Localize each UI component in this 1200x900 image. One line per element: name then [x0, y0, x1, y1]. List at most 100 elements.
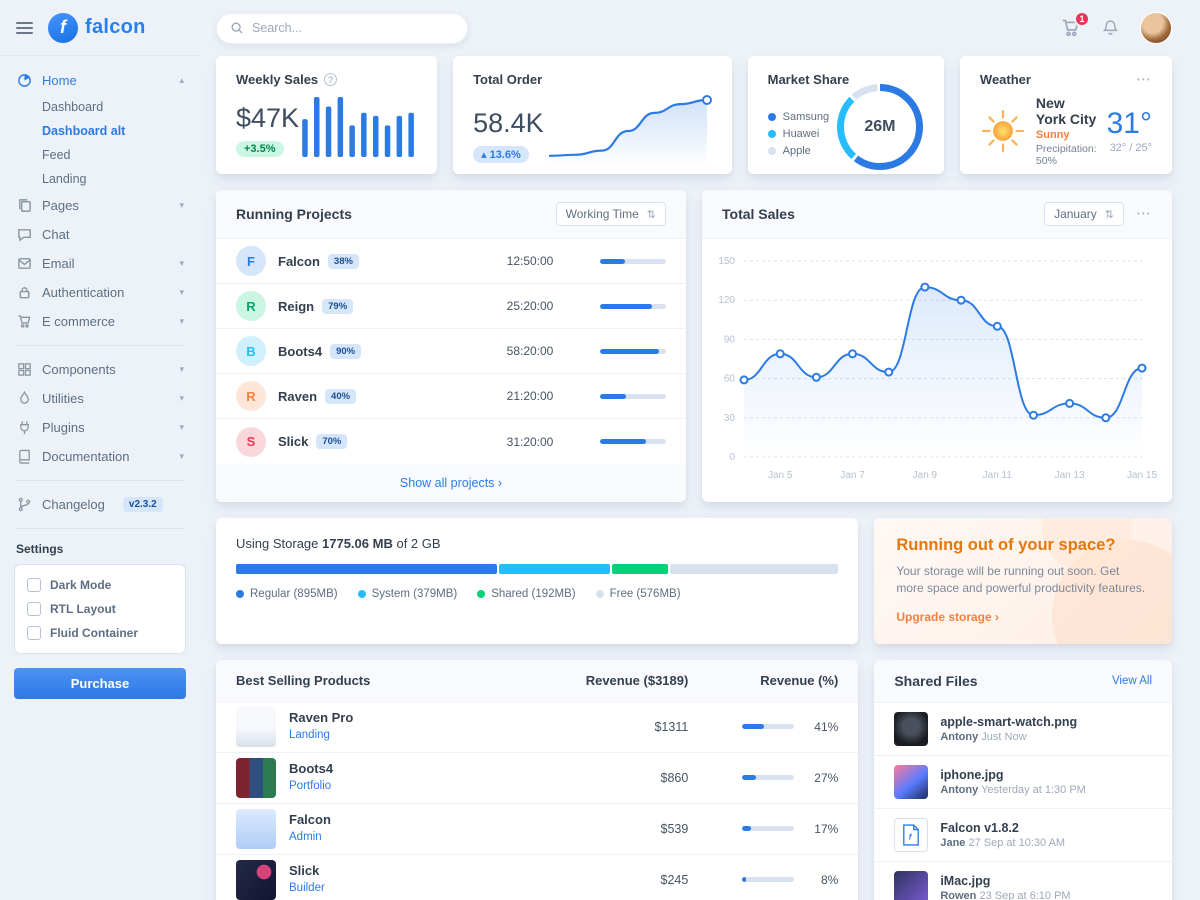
product-name: Slick — [289, 863, 320, 879]
brand-logo[interactable]: f falcon — [48, 12, 146, 43]
copy-icon — [16, 198, 32, 213]
upgrade-storage-link[interactable]: Upgrade storage › — [896, 609, 1000, 624]
file-name-link[interactable]: iphone.jpg — [940, 767, 1004, 782]
arrow-right-icon: › — [497, 476, 503, 490]
legend-item: Shared (192MB) — [477, 588, 576, 600]
sidebar-item-home[interactable]: Home ▴ — [0, 66, 200, 95]
card-title: Market Share — [767, 72, 850, 87]
project-badge: 38% — [327, 253, 359, 269]
file-thumbnail: f — [894, 817, 929, 852]
project-name[interactable]: Reign — [278, 298, 315, 314]
project-name[interactable]: Boots4 — [278, 343, 323, 359]
project-badge: 40% — [325, 388, 357, 404]
sidebar-item-components[interactable]: Components ▾ — [0, 355, 200, 384]
weather-condition: Sunny — [1035, 129, 1070, 141]
sidebar-item-chat[interactable]: Chat — [0, 220, 200, 249]
legend-dot — [767, 113, 776, 121]
file-name-link[interactable]: iMac.jpg — [940, 873, 991, 888]
sidebar-item-dashboard[interactable]: Dashboard — [42, 100, 104, 114]
progress-bar — [600, 258, 666, 264]
sidebar-item-documentation[interactable]: Documentation ▾ — [0, 442, 200, 471]
cart-button[interactable]: 1 — [1061, 11, 1090, 38]
revenue-progress-bar — [742, 826, 795, 832]
search-box[interactable] — [216, 12, 468, 44]
divider — [16, 528, 184, 529]
sidebar-item-feed[interactable]: Feed — [42, 148, 71, 162]
home-subnav: Dashboard Dashboard alt Feed Landing — [0, 95, 200, 191]
project-time: 12:50:00 — [506, 254, 554, 268]
toggle-label: Dark Mode — [50, 578, 112, 592]
weather-city: New York City — [1035, 95, 1097, 127]
cart-count-badge: 1 — [1074, 11, 1090, 27]
legend-item: System (379MB) — [357, 588, 457, 600]
space-body: Your storage will be running out soon. G… — [896, 564, 1146, 596]
menu-toggle-icon[interactable] — [14, 18, 35, 38]
market-share-total: 26M — [864, 118, 896, 135]
sidebar-item-pages[interactable]: Pages ▾ — [0, 191, 200, 220]
revenue-progress-bar — [742, 877, 795, 883]
month-select[interactable]: January ⇅ — [1044, 202, 1124, 226]
legend-item: Huawei — [767, 128, 829, 140]
sidebar-item-email[interactable]: Email ▾ — [0, 249, 200, 278]
chevron-down-icon: ▾ — [179, 422, 184, 432]
sidebar-item-plugins[interactable]: Plugins ▾ — [0, 413, 200, 442]
svg-text:Jan 7: Jan 7 — [840, 470, 865, 481]
sidebar-item-ecommerce[interactable]: E commerce ▾ — [0, 307, 200, 336]
file-name-link[interactable]: apple-smart-watch.png — [940, 714, 1078, 729]
lock-icon — [16, 285, 32, 300]
card-total-order: Total Order 58.4K ▴ 13.6% — [453, 56, 732, 174]
card-market-share: Market Share Samsung Huawei Apple 26M — [747, 56, 944, 174]
sidebar-item-utilities[interactable]: Utilities ▾ — [0, 384, 200, 413]
product-name: Boots4 — [289, 761, 334, 777]
chevron-down-icon: ▾ — [179, 316, 184, 326]
checkbox[interactable] — [27, 602, 41, 616]
checkbox[interactable] — [27, 626, 41, 640]
file-name-link[interactable]: Falcon v1.8.2 — [940, 820, 1019, 835]
project-name[interactable]: Raven — [278, 388, 318, 404]
product-category-link[interactable]: Builder — [289, 882, 325, 895]
sidebar-header: f falcon — [0, 0, 200, 56]
file-thumbnail — [894, 870, 929, 900]
purchase-button[interactable]: Purchase — [14, 668, 186, 699]
user-avatar[interactable] — [1140, 12, 1172, 44]
weather-precipitation: Precipitation: 50% — [1035, 143, 1097, 167]
card-menu-icon[interactable]: ⋯ — [1136, 205, 1152, 223]
nav-label: Documentation — [42, 449, 130, 464]
notifications-button[interactable] — [1101, 19, 1120, 38]
sidebar-item-authentication[interactable]: Authentication ▾ — [0, 278, 200, 307]
product-category-link[interactable]: Portfolio — [289, 780, 332, 793]
view-all-link[interactable]: View All — [1111, 674, 1152, 687]
project-time: 21:20:00 — [506, 389, 554, 403]
card-menu-icon[interactable]: ⋯ — [1136, 70, 1152, 88]
column-revenue: Revenue ($3189) — [585, 672, 689, 688]
toggle-dark-mode[interactable]: Dark Mode — [27, 573, 173, 597]
product-category-link[interactable]: Landing — [289, 729, 330, 742]
list-item: apple-smart-watch.png Antony Just Now — [874, 703, 1172, 756]
info-icon[interactable]: ? — [324, 73, 338, 86]
column-revenue-pct: Revenue (%) — [760, 672, 839, 688]
project-name[interactable]: Falcon — [278, 253, 320, 269]
weather-temp: 31° — [1106, 106, 1152, 140]
project-name[interactable]: Slick — [278, 434, 309, 449]
nav-label: Authentication — [42, 285, 125, 300]
svg-text:f: f — [909, 832, 913, 841]
middle-row: Running Projects Working Time ⇅ F Falcon… — [216, 190, 1172, 502]
nav-label: Home — [42, 73, 77, 88]
table-row: Falcon Admin $539 17% — [216, 804, 859, 855]
arrow-right-icon: › — [995, 609, 1000, 624]
total-sales-chart: 0 30 60 90 120 150 Jan 5 Jan 7 Jan 9 Jan 11 Jan 13… — [708, 249, 1158, 487]
product-thumbnail — [236, 757, 276, 798]
product-category-link[interactable]: Admin — [289, 831, 322, 844]
sidebar-item-changelog[interactable]: Changelog v2.3.2 — [0, 490, 200, 519]
show-all-projects-link[interactable]: Show all projects › — [399, 476, 503, 490]
working-time-select[interactable]: Working Time ⇅ — [555, 202, 666, 226]
sidebar-item-dashboard-alt[interactable]: Dashboard alt — [42, 124, 126, 138]
toggle-fluid-container[interactable]: Fluid Container — [27, 621, 173, 645]
checkbox[interactable] — [27, 578, 41, 592]
search-input[interactable] — [252, 21, 454, 35]
sidebar-item-landing[interactable]: Landing — [42, 172, 87, 186]
table-row: Raven Pro Landing $1311 41% — [216, 702, 859, 753]
toggle-rtl-layout[interactable]: RTL Layout — [27, 597, 173, 621]
total-order-value: 58.4K — [473, 108, 544, 138]
storage-row: Using Storage 1775.06 MB of 2 GB Regular… — [216, 518, 1172, 644]
